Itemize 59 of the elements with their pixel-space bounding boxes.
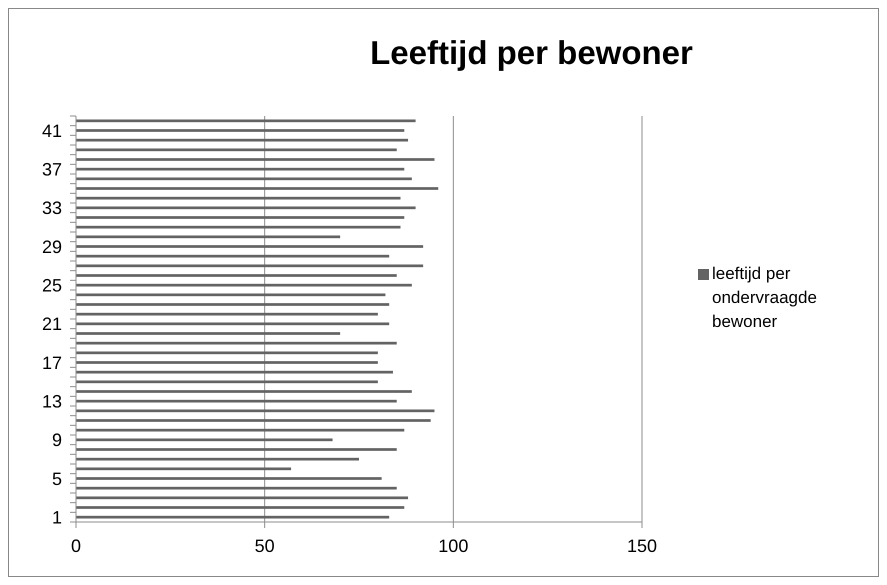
- bar: [76, 312, 378, 316]
- y-tick-label: 1: [52, 507, 62, 528]
- bar: [76, 467, 292, 470]
- bar: [76, 438, 333, 442]
- bar: [76, 458, 359, 461]
- bar: [76, 254, 390, 258]
- bar: [76, 216, 404, 219]
- bar: [76, 322, 390, 326]
- bar: [76, 235, 340, 238]
- bar: [76, 477, 382, 480]
- bar: [76, 332, 340, 335]
- bar: [76, 245, 424, 248]
- bar: [76, 428, 404, 432]
- y-tick-label: 25: [42, 275, 62, 296]
- bar: [76, 506, 404, 509]
- y-tick-label: 21: [42, 314, 62, 334]
- bar: [76, 390, 412, 393]
- x-tick-label: 100: [438, 536, 468, 556]
- y-tick-label: 17: [42, 352, 62, 373]
- y-tick-label: 9: [52, 430, 62, 450]
- bar: [76, 486, 397, 490]
- bar: [76, 274, 397, 277]
- x-tick-label: 50: [254, 536, 275, 556]
- bar: [76, 168, 404, 171]
- bar: [76, 129, 404, 132]
- y-tick-label: 41: [42, 120, 62, 141]
- bar: [76, 264, 424, 268]
- bar: [76, 342, 397, 345]
- bar: [76, 196, 401, 200]
- y-tick-label: 37: [42, 159, 62, 180]
- bar: [76, 351, 378, 354]
- bar: [76, 380, 378, 384]
- bar: [76, 496, 408, 500]
- bar: [76, 448, 397, 451]
- y-tick-label: 33: [42, 198, 62, 218]
- y-tick-label: 5: [52, 468, 62, 489]
- bar: [76, 370, 393, 374]
- bar: [76, 516, 390, 519]
- bar: [76, 293, 386, 296]
- bar: [76, 138, 408, 142]
- bar: [76, 177, 412, 180]
- bar: [76, 206, 416, 210]
- bar: [76, 303, 390, 306]
- bar: [76, 361, 378, 364]
- bar: [76, 400, 397, 403]
- y-tick-label: 29: [42, 236, 62, 257]
- bar: [76, 158, 434, 161]
- bar: [76, 187, 438, 190]
- bar: [76, 226, 401, 229]
- bar: [76, 284, 412, 287]
- x-tick-label: 150: [626, 536, 658, 556]
- bar: [76, 119, 416, 122]
- chart-title: Leeftijd per bewoner: [370, 34, 694, 71]
- bar: [76, 409, 434, 412]
- y-tick-label: 13: [42, 391, 62, 412]
- legend-label: leeftijd per ondervraagde bewoner: [712, 264, 817, 331]
- bar: [76, 419, 431, 422]
- x-tick-label: 0: [70, 536, 82, 556]
- bar: [76, 148, 397, 152]
